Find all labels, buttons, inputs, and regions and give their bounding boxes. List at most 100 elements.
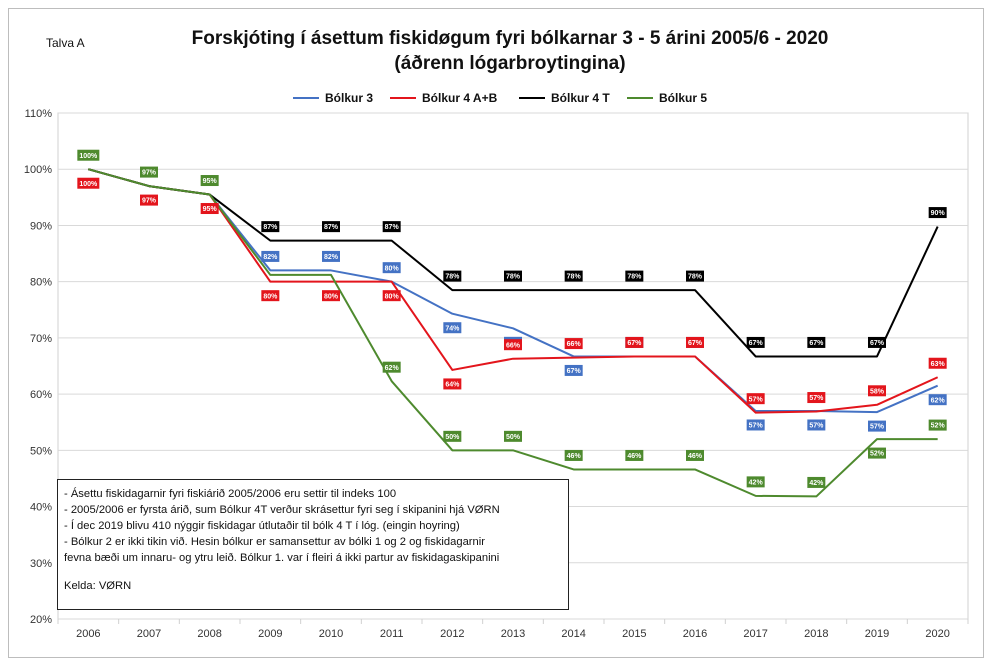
- data-label: 52%: [870, 451, 885, 458]
- legend-swatch: [519, 97, 545, 99]
- data-label-box: [140, 194, 158, 206]
- data-label-box: [807, 336, 826, 348]
- data-label: 52%: [931, 423, 946, 430]
- data-label: 80%: [385, 265, 400, 272]
- data-label: 97%: [142, 198, 157, 205]
- data-label-box: [443, 322, 462, 334]
- data-label: 95%: [203, 178, 218, 185]
- data-label: 57%: [809, 423, 824, 430]
- data-label: 46%: [627, 453, 642, 460]
- chart-subtitle: (áðrenn lógarbroytingina): [394, 53, 626, 74]
- data-label-box: [746, 393, 765, 405]
- y-tick-label: 20%: [30, 614, 52, 626]
- x-tick-label: 2007: [137, 628, 161, 640]
- data-label: 87%: [324, 224, 339, 231]
- data-label-box: [382, 262, 401, 274]
- data-label: 78%: [445, 274, 460, 281]
- note-line: - Í dec 2019 blivu 410 nýggir fiskidagar…: [64, 520, 460, 532]
- data-label-box: [261, 221, 280, 233]
- data-label-box: [868, 447, 886, 459]
- data-label-box: [77, 177, 100, 189]
- data-label-box: [746, 419, 765, 431]
- x-tick-label: 2017: [743, 628, 767, 640]
- data-label-box: [77, 149, 100, 161]
- data-label-box: [200, 175, 219, 187]
- data-label-box: [261, 290, 280, 302]
- data-label: 50%: [506, 434, 521, 441]
- data-label-box: [504, 430, 522, 442]
- data-label-box: [382, 361, 401, 373]
- x-tick-label: 2009: [258, 628, 282, 640]
- data-label-box: [807, 392, 826, 404]
- data-label: 87%: [263, 224, 278, 231]
- data-label: 42%: [749, 479, 764, 486]
- data-label: 95%: [203, 206, 218, 213]
- legend-swatch: [390, 97, 416, 99]
- data-label: 80%: [263, 293, 278, 300]
- data-label: 67%: [567, 368, 582, 375]
- data-label-box: [322, 250, 340, 262]
- y-tick-label: 40%: [30, 502, 52, 514]
- data-label: 74%: [445, 325, 460, 332]
- legend-label: Bólkur 4 T: [551, 91, 610, 105]
- data-label: 80%: [385, 293, 400, 300]
- data-label-box: [140, 166, 158, 178]
- x-tick-label: 2010: [319, 628, 343, 640]
- data-label: 57%: [749, 423, 764, 430]
- data-label-box: [746, 476, 765, 488]
- data-label: 57%: [809, 395, 824, 402]
- data-label-box: [625, 336, 644, 348]
- data-label: 67%: [809, 340, 824, 347]
- y-tick-label: 90%: [30, 220, 52, 232]
- data-label: 100%: [79, 153, 98, 160]
- data-label-box: [868, 336, 886, 348]
- data-label-box: [564, 270, 583, 282]
- data-label: 67%: [749, 340, 764, 347]
- legend-label: Bólkur 4 A+B: [422, 91, 498, 105]
- series-line-3: [88, 168, 939, 358]
- y-tick-label: 100%: [24, 164, 52, 176]
- data-label-box: [928, 207, 947, 219]
- y-tick-label: 30%: [30, 558, 52, 570]
- series-line-4: [88, 168, 938, 498]
- data-label: 66%: [567, 341, 582, 348]
- data-label: 100%: [79, 181, 98, 188]
- chart-title: Forskjóting í ásettum fiskidøgum fyri bó…: [191, 28, 829, 49]
- data-label-box: [807, 419, 826, 431]
- note-line: - 2005/2006 er fyrsta árið, sum Bólkur 4…: [64, 504, 500, 516]
- data-label: 78%: [567, 274, 582, 281]
- note-line: fevna bæði um innaru- og ytru leið. Bólk…: [64, 552, 500, 564]
- data-label: 90%: [931, 210, 946, 217]
- source-text: Kelda: VØRN: [64, 580, 132, 592]
- y-tick-label: 70%: [30, 333, 52, 345]
- data-label-box: [564, 338, 583, 350]
- legend-swatch: [293, 97, 319, 99]
- data-label-box: [504, 339, 522, 351]
- x-tick-label: 2015: [622, 628, 646, 640]
- data-label: 78%: [506, 274, 521, 281]
- notes-box: - Ásettu fiskidagarnir fyri fiskiárið 20…: [57, 479, 569, 610]
- data-label-box: [928, 394, 947, 406]
- data-label-box: [868, 420, 886, 432]
- y-tick-label: 80%: [30, 277, 52, 289]
- data-label: 62%: [931, 397, 946, 404]
- data-label: 82%: [263, 254, 278, 261]
- data-label-box: [625, 270, 644, 282]
- data-label-box: [322, 221, 340, 233]
- y-tick-label: 60%: [30, 389, 52, 401]
- data-label: 78%: [627, 274, 642, 281]
- x-tick-label: 2013: [501, 628, 525, 640]
- data-label-box: [686, 336, 704, 348]
- data-label-box: [807, 476, 826, 488]
- legend-label: Bólkur 3: [325, 91, 374, 105]
- data-label-box: [564, 449, 583, 461]
- x-tick-label: 2006: [76, 628, 100, 640]
- x-tick-label: 2011: [380, 628, 404, 640]
- series-line-2: [88, 168, 939, 414]
- y-tick-label: 50%: [30, 445, 52, 457]
- data-label: 62%: [385, 365, 400, 372]
- data-label: 82%: [324, 254, 339, 261]
- data-label: 87%: [385, 224, 400, 231]
- data-label: 78%: [688, 274, 703, 281]
- data-label-box: [746, 336, 765, 348]
